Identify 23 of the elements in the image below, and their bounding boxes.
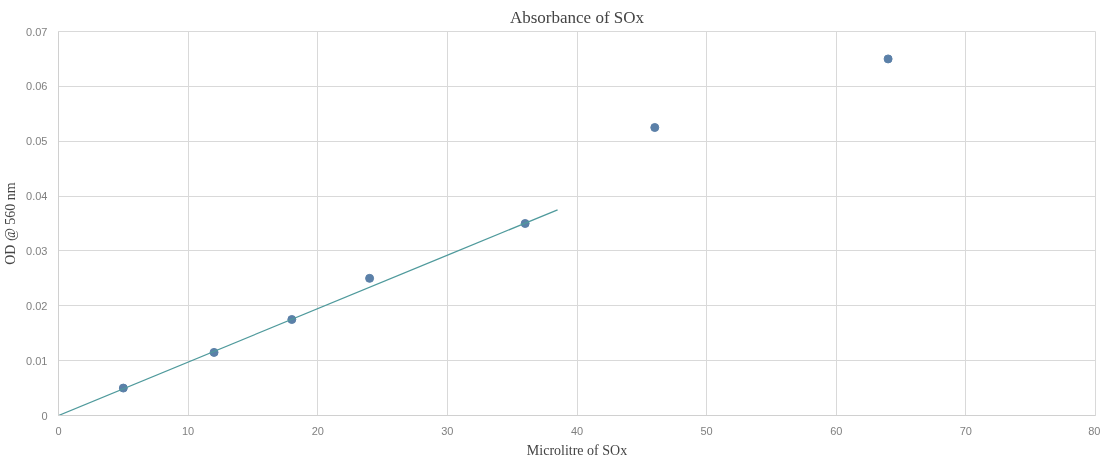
y-tick-label: 0.03 (26, 244, 48, 257)
x-axis-title: Microlitre of SOx (526, 442, 628, 458)
x-tick-label: 40 (570, 424, 584, 437)
point (883, 54, 893, 64)
chart-title: Absorbance of SOx (509, 7, 645, 27)
y-tick-label: 0.04 (26, 190, 48, 203)
y-tick-label: 0 (41, 409, 48, 422)
x-tick-label: 60 (830, 424, 843, 437)
x-tick-label: 10 (182, 424, 195, 437)
y-tick-label: 0.07 (26, 25, 48, 38)
y-tick-label: 0.06 (26, 80, 48, 93)
y-tick-label: 0.02 (26, 299, 48, 312)
point (650, 123, 660, 132)
x-tick-label: 30 (441, 424, 454, 437)
x-tick-label: 70 (959, 424, 973, 437)
y-tick-label: 0.05 (26, 135, 48, 148)
y-tick-label: 0.01 (26, 354, 48, 367)
x-tick-label: 0 (55, 424, 62, 437)
x-tick-label: 80 (1088, 424, 1101, 437)
x-tick-label: 20 (311, 424, 324, 437)
y-axis-title: OD @ 560 nm (3, 182, 19, 265)
point (365, 273, 375, 283)
x-tick-label: 50 (700, 424, 713, 437)
